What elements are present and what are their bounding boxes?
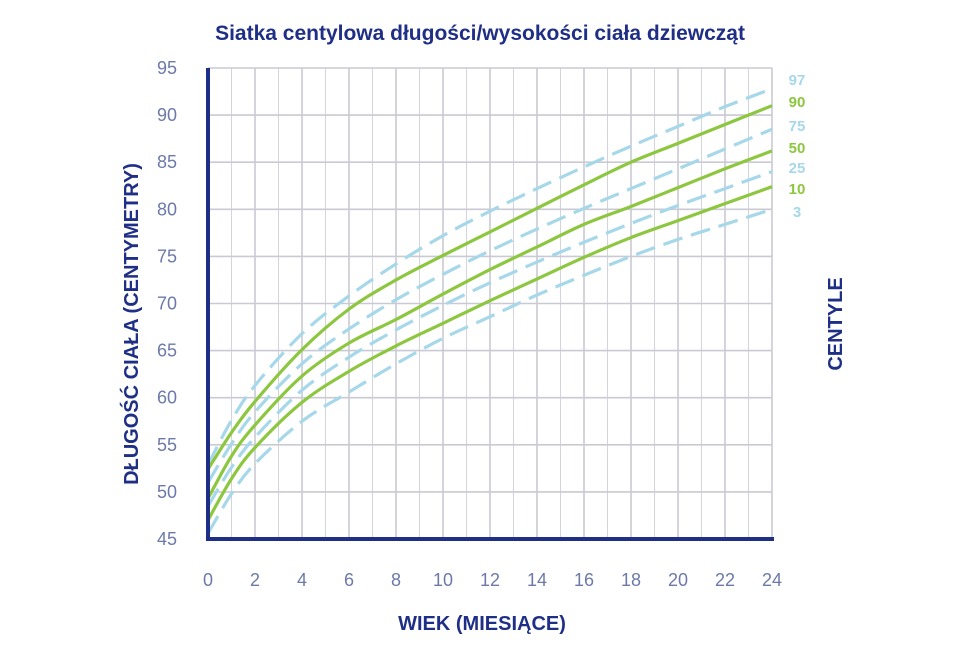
x-tick-label: 20 (668, 570, 688, 590)
x-tick-label: 24 (762, 570, 782, 590)
x-axis-label: WIEK (MIESIĄCE) (398, 613, 566, 635)
centile-label-10: 10 (789, 181, 806, 198)
centile-labels: 97 90 75 50 25 10 3 (789, 72, 806, 221)
centile-label-97: 97 (789, 72, 806, 89)
x-tick-label: 18 (621, 570, 641, 590)
centile-line-90 (206, 104, 773, 471)
centile-line-25 (206, 170, 773, 507)
axes (206, 68, 774, 541)
chart-title: Siatka centylowa długości/wysokości ciał… (215, 22, 745, 45)
x-tick-label: 10 (433, 570, 453, 590)
centile-line-50 (206, 149, 773, 500)
legend-title: CENTYLE (825, 277, 847, 370)
x-tick-labels: 0 2 4 6 8 10 12 14 16 18 20 22 24 (203, 570, 782, 590)
centile-label-75: 75 (789, 118, 806, 135)
centile-label-25: 25 (789, 160, 806, 177)
y-tick-label: 95 (157, 58, 177, 78)
centile-line-10 (206, 185, 773, 521)
y-tick-label: 80 (157, 199, 177, 219)
centile-label-50: 50 (789, 140, 806, 157)
y-tick-label: 70 (157, 294, 177, 314)
x-tick-label: 0 (203, 570, 213, 590)
centile-label-3: 3 (793, 204, 801, 221)
x-tick-label: 16 (574, 570, 594, 590)
centile-line-75 (206, 127, 773, 484)
centile-line-97 (206, 87, 773, 466)
y-tick-label: 45 (157, 529, 177, 549)
y-axis-label: DŁUGOŚĆ CIAŁA (CENTYMETRY) (119, 163, 143, 485)
y-tick-label: 75 (157, 246, 177, 266)
centile-label-90: 90 (789, 94, 806, 111)
x-tick-label: 6 (344, 570, 354, 590)
x-tick-label: 2 (250, 570, 260, 590)
x-tick-label: 8 (391, 570, 401, 590)
y-tick-label: 90 (157, 105, 177, 125)
y-tick-label: 50 (157, 482, 177, 502)
y-tick-label: 65 (157, 341, 177, 361)
x-tick-label: 14 (527, 570, 547, 590)
y-tick-label: 60 (157, 388, 177, 408)
centile-lines (206, 87, 773, 535)
grid (208, 67, 773, 539)
y-tick-labels: 45 50 55 60 65 70 75 80 85 90 95 (157, 58, 177, 549)
x-tick-label: 4 (297, 570, 307, 590)
y-tick-label: 55 (157, 435, 177, 455)
x-tick-label: 12 (480, 570, 500, 590)
y-tick-label: 85 (157, 152, 177, 172)
centile-line-3 (206, 207, 773, 535)
x-tick-label: 22 (715, 570, 735, 590)
